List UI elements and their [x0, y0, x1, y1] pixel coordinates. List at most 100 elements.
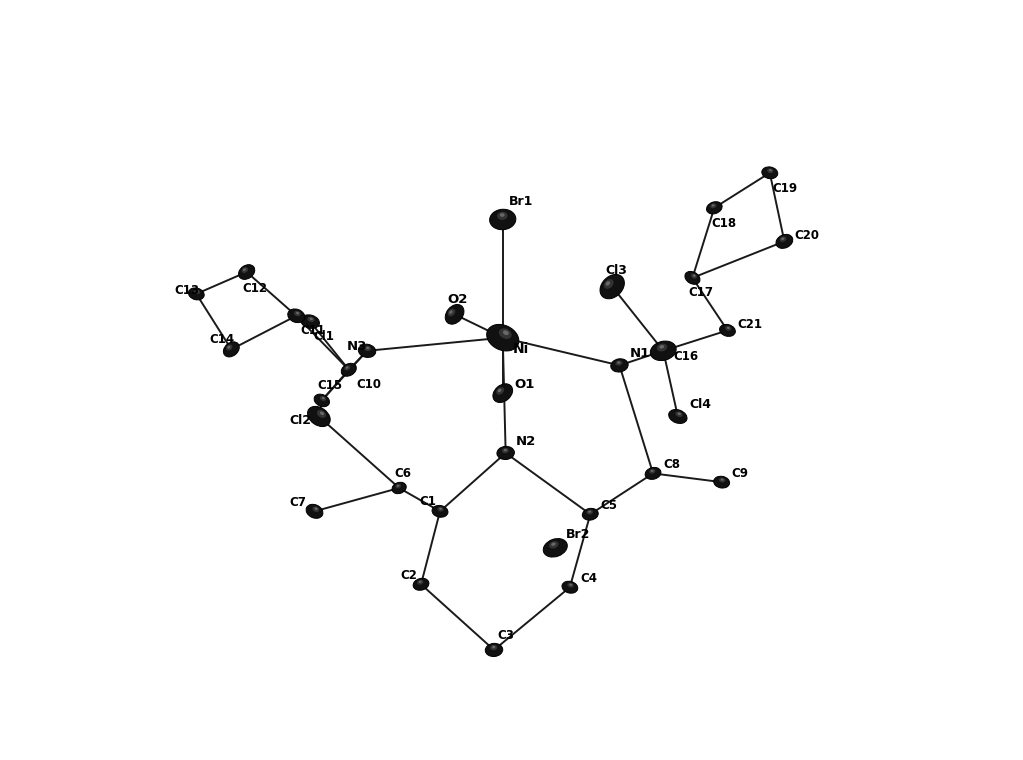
Ellipse shape: [445, 305, 464, 325]
Text: C12: C12: [242, 281, 267, 295]
Ellipse shape: [188, 288, 205, 300]
Text: O2: O2: [447, 293, 468, 306]
Text: C13: C13: [175, 284, 199, 297]
Ellipse shape: [712, 204, 714, 207]
Ellipse shape: [767, 169, 773, 173]
Ellipse shape: [227, 346, 230, 349]
Ellipse shape: [226, 344, 232, 350]
Ellipse shape: [727, 327, 729, 329]
Text: C18: C18: [711, 217, 737, 230]
Text: C9: C9: [731, 467, 749, 480]
Ellipse shape: [780, 236, 787, 242]
Ellipse shape: [437, 507, 444, 511]
Text: Cl1: Cl1: [313, 330, 333, 343]
Ellipse shape: [306, 505, 323, 518]
Ellipse shape: [448, 309, 455, 316]
Ellipse shape: [301, 315, 319, 328]
Text: Br2: Br2: [566, 528, 590, 541]
Ellipse shape: [487, 325, 519, 351]
Ellipse shape: [719, 478, 725, 483]
Ellipse shape: [317, 410, 326, 418]
Text: Br1: Br1: [508, 195, 533, 208]
Text: C17: C17: [688, 286, 713, 299]
Ellipse shape: [417, 580, 424, 584]
Text: C2: C2: [401, 569, 417, 582]
Ellipse shape: [710, 204, 716, 208]
Ellipse shape: [651, 341, 676, 360]
Text: O1: O1: [515, 378, 535, 391]
Ellipse shape: [617, 361, 620, 364]
Ellipse shape: [432, 505, 448, 518]
Ellipse shape: [312, 506, 319, 512]
Ellipse shape: [314, 394, 329, 407]
Ellipse shape: [346, 366, 349, 369]
Ellipse shape: [493, 384, 513, 403]
Ellipse shape: [616, 360, 622, 366]
Ellipse shape: [604, 279, 614, 289]
Ellipse shape: [322, 397, 324, 399]
Text: C8: C8: [663, 458, 680, 471]
Ellipse shape: [497, 212, 507, 220]
Ellipse shape: [500, 213, 504, 217]
Ellipse shape: [397, 485, 399, 486]
Ellipse shape: [498, 389, 501, 392]
Ellipse shape: [366, 347, 369, 349]
Ellipse shape: [490, 645, 497, 651]
Ellipse shape: [646, 467, 661, 480]
Ellipse shape: [651, 470, 654, 472]
Ellipse shape: [296, 312, 299, 315]
Ellipse shape: [195, 290, 198, 293]
Ellipse shape: [721, 479, 723, 480]
Ellipse shape: [449, 310, 452, 314]
Text: C6: C6: [395, 467, 412, 480]
Text: C10: C10: [356, 378, 382, 391]
Ellipse shape: [496, 387, 504, 394]
Ellipse shape: [657, 344, 667, 351]
Ellipse shape: [418, 581, 421, 583]
Ellipse shape: [490, 209, 516, 230]
Ellipse shape: [691, 274, 697, 279]
Ellipse shape: [503, 331, 508, 335]
Text: Cl3: Cl3: [605, 264, 627, 277]
Text: C19: C19: [772, 182, 798, 195]
Ellipse shape: [499, 328, 512, 339]
Ellipse shape: [502, 448, 508, 453]
Ellipse shape: [660, 345, 664, 349]
Text: N3: N3: [347, 340, 367, 353]
Text: N2: N2: [516, 435, 536, 448]
Ellipse shape: [223, 342, 239, 357]
Ellipse shape: [588, 511, 591, 513]
Text: Ni: Ni: [513, 342, 529, 356]
Ellipse shape: [582, 508, 598, 520]
Ellipse shape: [315, 508, 318, 510]
Text: Cl4: Cl4: [690, 398, 712, 411]
Ellipse shape: [308, 407, 330, 426]
Ellipse shape: [551, 543, 555, 546]
Ellipse shape: [396, 484, 401, 489]
Ellipse shape: [307, 317, 315, 322]
Text: C7: C7: [290, 496, 307, 509]
Ellipse shape: [194, 290, 201, 294]
Text: C5: C5: [601, 499, 618, 512]
Ellipse shape: [549, 541, 559, 549]
Ellipse shape: [675, 411, 682, 417]
Text: C14: C14: [210, 333, 234, 346]
Ellipse shape: [439, 508, 442, 510]
Text: C11: C11: [301, 324, 325, 337]
Ellipse shape: [238, 264, 255, 280]
Ellipse shape: [782, 237, 785, 240]
Ellipse shape: [345, 366, 350, 371]
Ellipse shape: [725, 326, 731, 331]
Ellipse shape: [586, 510, 593, 515]
Ellipse shape: [342, 363, 356, 376]
Ellipse shape: [570, 584, 572, 586]
Ellipse shape: [320, 411, 324, 415]
Text: N1: N1: [630, 347, 650, 360]
Ellipse shape: [358, 344, 375, 357]
Text: C1: C1: [419, 495, 437, 508]
Ellipse shape: [707, 201, 722, 214]
Ellipse shape: [492, 646, 495, 648]
Ellipse shape: [606, 281, 610, 286]
Ellipse shape: [392, 483, 406, 494]
Ellipse shape: [762, 167, 777, 179]
